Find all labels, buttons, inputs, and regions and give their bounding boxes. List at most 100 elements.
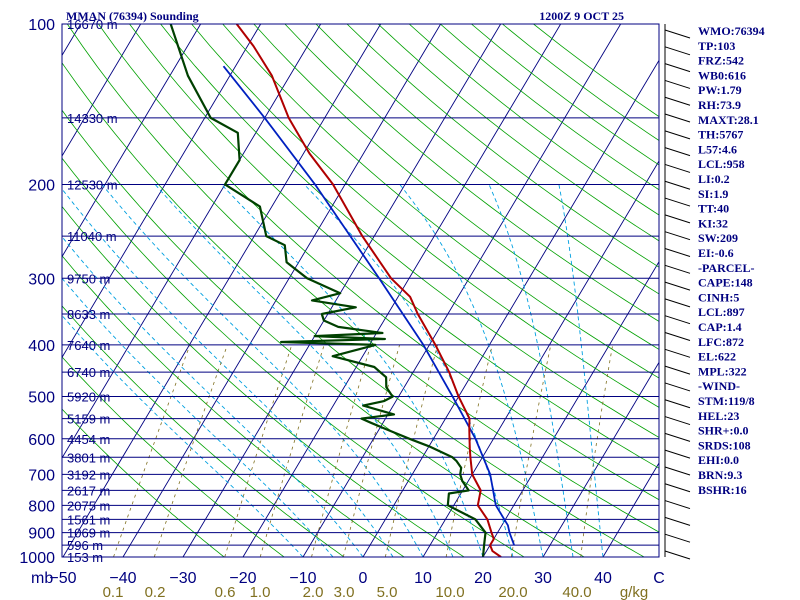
isotherm-line [302, 24, 622, 557]
wind-barb [664, 348, 691, 358]
stat-item: WB0:616 [698, 68, 746, 82]
wind-barb [664, 130, 691, 140]
mixing-ratio-label: 40.0 [562, 584, 591, 600]
stat-item: CAP:1.4 [698, 320, 742, 334]
mixing-ratio-label: 1.0 [250, 584, 271, 600]
pressure-tick-label: 600 [28, 432, 55, 449]
isotherm-line [482, 260, 659, 557]
height-label: 1561 m [67, 512, 110, 527]
stat-item: SI:1.9 [698, 187, 728, 201]
stat-item: TH:5767 [698, 128, 743, 142]
stat-item: LCL:897 [698, 305, 745, 319]
wind-barb [664, 449, 691, 459]
temperature-tick-label: 10 [414, 570, 432, 587]
stat-item: L57:4.6 [698, 142, 737, 156]
stat-item: KI:32 [698, 216, 728, 230]
wind-barb [664, 298, 691, 308]
isotherm-line [242, 24, 562, 557]
wind-barb [664, 264, 691, 274]
stat-item: EHI:0.0 [698, 453, 739, 467]
stat-item: RH:73.9 [698, 98, 741, 112]
stat-item: STM:119/8 [698, 394, 755, 408]
stat-item: HEL:23 [698, 409, 739, 423]
wind-barb [664, 382, 691, 392]
stat-item: SHR+:0.0 [698, 424, 749, 438]
wind-barbs [664, 24, 691, 560]
isotherm-line [122, 24, 442, 557]
height-label: 2617 m [67, 483, 110, 498]
isotherm-line [602, 462, 659, 557]
wind-barb [664, 315, 691, 325]
pressure-tick-label: 800 [28, 498, 55, 515]
mixing-ratio-label: 0.1 [103, 584, 124, 600]
temperature-tick-label: −20 [229, 570, 256, 587]
parcel-trace [222, 65, 515, 546]
height-label: 14330 m [67, 111, 118, 126]
stat-item: WMO:76394 [698, 24, 765, 38]
wind-barb [664, 332, 691, 341]
stat-item: SRDS:108 [698, 438, 751, 452]
pressure-tick-label: 100 [28, 17, 55, 34]
wind-barb [664, 231, 691, 241]
wind-barb [664, 214, 691, 224]
height-label: 1069 m [67, 526, 110, 541]
isotherm-line [362, 59, 659, 557]
pressure-tick-label: 1000 [19, 550, 55, 567]
isotherm-line [422, 160, 659, 557]
wind-barb [664, 533, 691, 543]
stat-item: FRZ:542 [698, 54, 744, 68]
height-label: 7640 m [67, 338, 110, 353]
height-label: 9750 m [67, 271, 110, 286]
height-label: 11040 m [67, 229, 117, 244]
moist-adiabat-line [62, 188, 394, 557]
height-label: 6740 m [67, 365, 110, 380]
pressure-tick-label: 900 [28, 526, 55, 543]
mixing-ratio-label: 0.6 [215, 584, 236, 600]
pressure-unit-label: mb [31, 570, 53, 587]
height-label: 16670 m [67, 17, 118, 32]
stat-item: EI:-0.6 [698, 246, 734, 260]
wind-barb [664, 197, 691, 207]
stat-item: -WIND- [698, 379, 740, 393]
temperature-tick-label: 0 [359, 570, 368, 587]
dewpoint-trace [169, 24, 487, 557]
temperature-tick-label: 40 [594, 570, 612, 587]
temperature-unit-label: C [653, 570, 665, 587]
wind-barb [664, 163, 691, 173]
wind-barb [664, 63, 691, 73]
wind-barb [664, 281, 691, 291]
stat-item: PW:1.79 [698, 83, 742, 97]
isotherm-line [62, 24, 202, 258]
isotherm-line [62, 24, 322, 459]
wind-barb [664, 516, 691, 526]
mixing-ratio-unit-label: g/kg [620, 584, 648, 600]
wind-barb [664, 483, 691, 493]
height-label: 8633 m [67, 307, 110, 322]
stat-item: CINH:5 [698, 290, 739, 304]
mixing-ratio-label: 10.0 [435, 584, 464, 600]
wind-barb [664, 365, 691, 375]
wind-barb [664, 432, 691, 442]
wind-barb [664, 180, 691, 190]
height-label: 5159 m [67, 412, 110, 427]
moist-adiabat-line [62, 277, 334, 557]
stat-item: MPL:322 [698, 364, 747, 378]
height-label: 3801 m [67, 450, 110, 465]
stat-item: SW:209 [698, 231, 738, 245]
mixing-ratio-label: 2.0 [303, 584, 324, 600]
wind-barb [664, 79, 691, 89]
pressure-tick-label: 700 [28, 467, 55, 484]
mixing-ratio-label: 5.0 [377, 584, 398, 600]
height-label: 3192 m [67, 467, 110, 482]
stat-item: -PARCEL- [698, 261, 754, 275]
temperature-tick-label: −40 [109, 570, 136, 587]
stat-item: TT:40 [698, 202, 729, 216]
height-label: 4454 m [67, 432, 110, 447]
wind-barb [664, 399, 691, 409]
isotherm-line [542, 361, 659, 557]
temperature-tick-label: −30 [169, 570, 196, 587]
wind-barb [664, 46, 691, 56]
